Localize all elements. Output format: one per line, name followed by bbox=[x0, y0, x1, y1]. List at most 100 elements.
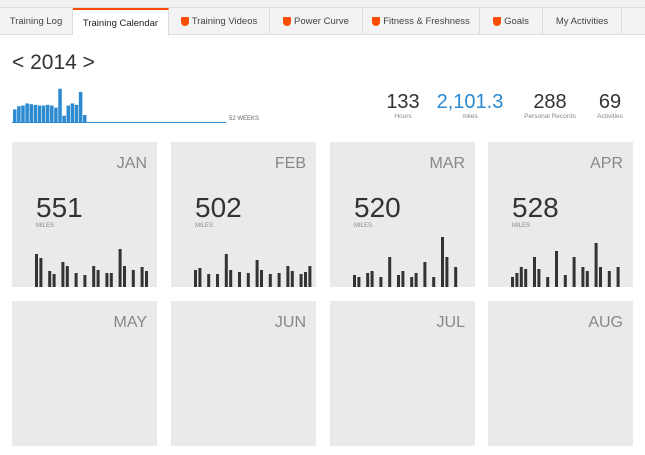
tab-fitness-freshness[interactable]: Fitness & Freshness bbox=[363, 8, 480, 35]
tab-training-calendar[interactable]: Training Calendar bbox=[73, 8, 169, 36]
daily-bar-chart bbox=[194, 254, 312, 287]
stat-activities: 69 Activities bbox=[592, 91, 628, 120]
day-bar bbox=[48, 271, 52, 287]
day-bar bbox=[61, 262, 65, 287]
day-bar bbox=[563, 275, 567, 287]
day-bar bbox=[268, 274, 272, 287]
day-bar bbox=[35, 254, 38, 287]
weekly-mileage-chart bbox=[12, 88, 226, 123]
tab-bar: Training Log Training Calendar Training … bbox=[0, 8, 645, 36]
day-bar bbox=[379, 277, 383, 287]
day-bar bbox=[140, 267, 144, 287]
week-bar[interactable] bbox=[74, 104, 79, 122]
next-year-button[interactable]: > bbox=[82, 51, 95, 74]
day-bar bbox=[83, 275, 87, 287]
tab-label: Goals bbox=[504, 16, 529, 27]
week-bar[interactable] bbox=[21, 105, 25, 122]
day-bar bbox=[65, 266, 69, 287]
tab-label: Training Calendar bbox=[82, 17, 159, 29]
stat-value: 2,101.3 bbox=[436, 91, 504, 113]
stat-label: miles bbox=[462, 113, 478, 120]
day-bar bbox=[585, 271, 589, 287]
daily-bar-chart bbox=[35, 249, 148, 287]
day-bar bbox=[194, 270, 197, 287]
month-card-apr[interactable]: APR 528 MILES bbox=[488, 142, 633, 287]
month-miles: 551 bbox=[36, 192, 83, 223]
day-bar bbox=[599, 267, 602, 287]
tab-label: My Activities bbox=[555, 16, 609, 27]
week-bar[interactable] bbox=[70, 103, 75, 122]
month-name: FEB bbox=[274, 155, 306, 172]
week-bar[interactable] bbox=[37, 105, 42, 122]
premium-shield-icon bbox=[493, 17, 502, 26]
premium-shield-icon bbox=[180, 17, 189, 26]
day-bar bbox=[555, 251, 558, 287]
prev-year-button[interactable]: < bbox=[12, 51, 25, 74]
month-card-mar[interactable]: MAR 520 MILES bbox=[330, 142, 475, 287]
day-bar bbox=[572, 257, 576, 287]
tab-training-log[interactable]: Training Log bbox=[0, 8, 73, 35]
day-bar bbox=[286, 266, 290, 287]
stat-miles: 2,101.3 miles bbox=[430, 91, 510, 120]
day-bar bbox=[224, 254, 228, 287]
month-name: MAR bbox=[429, 155, 465, 172]
tab-goals[interactable]: Goals bbox=[480, 8, 543, 35]
tab-power-curve[interactable]: Power Curve bbox=[270, 8, 363, 35]
day-bar bbox=[216, 274, 219, 287]
day-bar bbox=[105, 273, 109, 287]
week-bar[interactable] bbox=[66, 105, 71, 122]
miles-unit: MILES bbox=[512, 223, 531, 229]
day-bar bbox=[401, 271, 405, 287]
day-bar bbox=[397, 275, 400, 287]
week-bar[interactable] bbox=[17, 106, 21, 122]
week-bar[interactable] bbox=[62, 115, 66, 122]
day-bar bbox=[546, 277, 550, 287]
week-bar[interactable] bbox=[78, 91, 83, 122]
day-bar bbox=[524, 269, 528, 287]
week-bar[interactable] bbox=[33, 104, 38, 122]
month-card-jan[interactable]: JAN 551 MILES bbox=[12, 142, 157, 287]
day-bar bbox=[519, 267, 523, 287]
day-bar bbox=[304, 272, 307, 287]
month-card-jun[interactable]: JUN bbox=[171, 301, 316, 446]
month-card-aug[interactable]: AUG bbox=[488, 301, 633, 446]
stat-personal-records: 288 Personal Records bbox=[518, 91, 582, 120]
stat-value: 288 bbox=[533, 91, 567, 113]
miles-unit: MILES bbox=[354, 223, 373, 229]
day-bar bbox=[145, 271, 148, 287]
week-bar[interactable] bbox=[54, 107, 58, 122]
year-selector: < 2014 > bbox=[12, 51, 95, 75]
month-name: AUG bbox=[588, 314, 623, 331]
week-bar[interactable] bbox=[45, 104, 50, 122]
tab-my-activities[interactable]: My Activities bbox=[543, 8, 622, 35]
day-bar bbox=[454, 267, 458, 287]
day-bar bbox=[537, 269, 541, 287]
week-bar[interactable] bbox=[29, 104, 33, 122]
week-bar[interactable] bbox=[13, 109, 17, 122]
month-card-jul[interactable]: JUL bbox=[330, 301, 475, 446]
month-name: MAY bbox=[113, 314, 147, 331]
stat-label: Hours bbox=[394, 113, 412, 120]
day-bar bbox=[353, 275, 356, 287]
month-card-feb[interactable]: FEB 502 MILES bbox=[171, 142, 316, 287]
day-bar bbox=[131, 270, 135, 287]
day-bar bbox=[39, 258, 43, 287]
day-bar bbox=[290, 271, 294, 287]
top-bar bbox=[0, 0, 645, 8]
day-bar bbox=[410, 277, 414, 287]
week-bar[interactable] bbox=[25, 103, 29, 122]
week-bar[interactable] bbox=[50, 105, 54, 122]
month-miles: 520 bbox=[354, 192, 401, 223]
tab-training-videos[interactable]: Training Videos bbox=[169, 8, 270, 35]
week-bar[interactable] bbox=[82, 115, 87, 122]
day-bar bbox=[414, 273, 418, 287]
day-bar bbox=[198, 268, 202, 287]
month-card-may[interactable]: MAY bbox=[12, 301, 157, 446]
stat-value: 133 bbox=[386, 91, 420, 113]
week-bar[interactable] bbox=[41, 105, 46, 122]
day-bar bbox=[207, 274, 211, 287]
day-bar bbox=[388, 257, 392, 287]
day-bar bbox=[255, 260, 259, 287]
day-bar bbox=[96, 270, 100, 287]
week-bar[interactable] bbox=[58, 88, 62, 122]
